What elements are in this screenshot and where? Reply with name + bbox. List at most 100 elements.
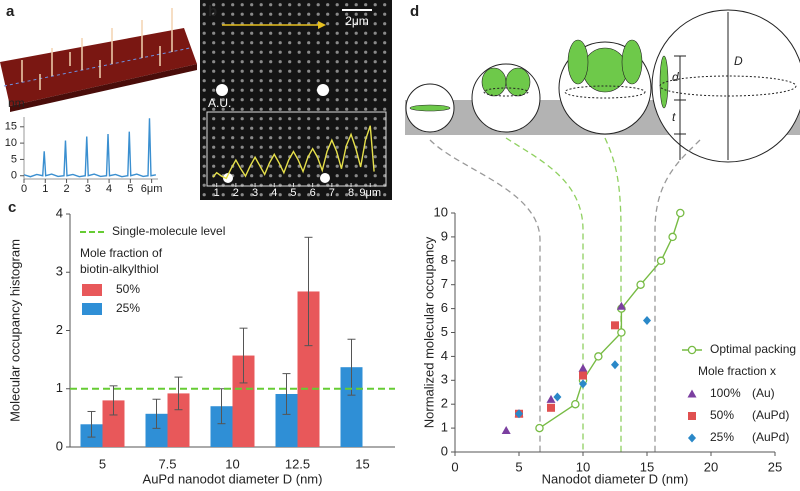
marker <box>578 363 588 372</box>
marker <box>617 328 626 337</box>
bar <box>210 406 233 447</box>
y-tick-label: 0 <box>441 443 448 458</box>
y-tick-label: 4 <box>56 205 63 220</box>
afm-surface <box>0 8 197 112</box>
x-axis-label: AuPd nanodot diameter D (nm) <box>143 471 323 486</box>
x-tick-label: 6 <box>310 187 316 199</box>
legend-title: Mole fraction x <box>698 364 776 378</box>
y-tick-label: 8 <box>441 252 448 267</box>
x-tick-label: 20 <box>704 459 718 474</box>
x-tick-label: 0 <box>451 459 458 474</box>
x-tick-label: 2 <box>63 183 69 195</box>
x-tick-label: 7.5 <box>158 456 176 471</box>
annotation: t <box>672 110 676 124</box>
bar <box>102 400 125 447</box>
x-tick-label: 3 <box>85 183 91 195</box>
marker <box>579 379 587 389</box>
y-tick-label: 1 <box>441 420 448 435</box>
marker <box>546 394 556 403</box>
data-line <box>212 125 375 180</box>
x-tick-label: 0 <box>21 183 27 195</box>
legend-swatch <box>82 303 102 315</box>
marker <box>656 256 666 266</box>
y-tick-label: 10 <box>434 204 448 219</box>
x-tick-label: 7 <box>329 187 335 199</box>
panel-label: a <box>6 3 15 20</box>
y-tick-label: 7 <box>441 276 448 291</box>
x-tick-label: 1 <box>42 183 48 195</box>
x-tick-label: 25 <box>768 459 782 474</box>
x-tick-label: 5 <box>290 187 296 199</box>
x-tick-label: 5 <box>515 459 522 474</box>
panel-label: c <box>8 199 16 216</box>
legend-label: 25% <box>116 301 140 315</box>
legend-symbol <box>688 433 696 443</box>
marker <box>668 232 677 242</box>
y-tick-label: 15 <box>5 121 17 133</box>
legend-note: (AuPd) <box>752 408 789 422</box>
panel-label: b <box>208 3 217 20</box>
legend-label: 50% <box>116 282 140 296</box>
marker <box>579 371 587 380</box>
bar <box>232 355 255 447</box>
y-tick-label: 0 <box>56 438 63 453</box>
y-tick-label: 9 <box>441 228 448 243</box>
marker <box>643 316 651 326</box>
data-line <box>539 212 681 429</box>
x-tick-label: 9μm <box>359 187 381 199</box>
y-tick-label: 2 <box>441 396 448 411</box>
data-line <box>23 118 157 178</box>
legend-label: 50% <box>710 408 734 422</box>
x-tick-label: 10 <box>576 459 590 474</box>
y-tick-label: 10 <box>5 137 17 149</box>
y-tick-label: 1 <box>56 380 63 395</box>
x-tick-label: 4 <box>106 183 112 195</box>
legend-label: 25% <box>710 430 734 444</box>
y-tick-label: 5 <box>441 324 448 339</box>
marker <box>594 352 603 361</box>
legend-symbol <box>688 412 696 420</box>
legend-label: 100% <box>710 386 741 400</box>
y-tick-label: 4 <box>441 348 448 363</box>
marker <box>571 399 580 409</box>
x-tick-label: 2 <box>233 187 239 199</box>
y-axis-label: A.U. <box>208 96 231 110</box>
marker <box>553 392 562 402</box>
marker <box>636 280 645 289</box>
bar <box>340 367 363 447</box>
y-axis-label: Molecular occupancy histogram <box>7 239 22 422</box>
legend-swatch <box>82 284 102 296</box>
x-tick-label: 12.5 <box>285 456 310 471</box>
x-tick-label: 3 <box>252 187 258 199</box>
x-tick-label: 5 <box>99 456 106 471</box>
y-tick-label: 2 <box>56 322 63 337</box>
annotation: D <box>734 54 743 68</box>
annotation: d <box>672 70 679 84</box>
y-tick-label: 6 <box>441 300 448 315</box>
marker <box>535 423 544 433</box>
marker <box>547 403 555 412</box>
marker <box>616 301 626 310</box>
marker <box>676 208 685 218</box>
x-tick-label: 5 <box>127 183 133 195</box>
bar <box>297 291 320 447</box>
legend-title: Mole fraction of <box>80 246 163 260</box>
y-tick-label: 3 <box>56 264 63 279</box>
legend-label: Single-molecule level <box>112 224 225 238</box>
y-tick-label: 5 <box>11 153 17 165</box>
x-tick-label: 6μm <box>141 183 163 195</box>
bar <box>275 393 298 447</box>
bar <box>167 393 190 447</box>
x-tick-label: 10 <box>225 456 239 471</box>
legend-note: (AuPd) <box>752 430 789 444</box>
y-axis-label: Normalized molecular occupancy <box>421 236 436 428</box>
y-axis-label: nm <box>8 96 25 110</box>
x-tick-label: 15 <box>355 456 369 471</box>
marker <box>611 321 619 330</box>
legend-symbol <box>687 345 697 355</box>
panel-label: d <box>410 3 419 20</box>
legend-note: (Au) <box>752 386 775 400</box>
x-tick-label: 4 <box>271 187 277 199</box>
legend-symbol <box>687 389 697 398</box>
